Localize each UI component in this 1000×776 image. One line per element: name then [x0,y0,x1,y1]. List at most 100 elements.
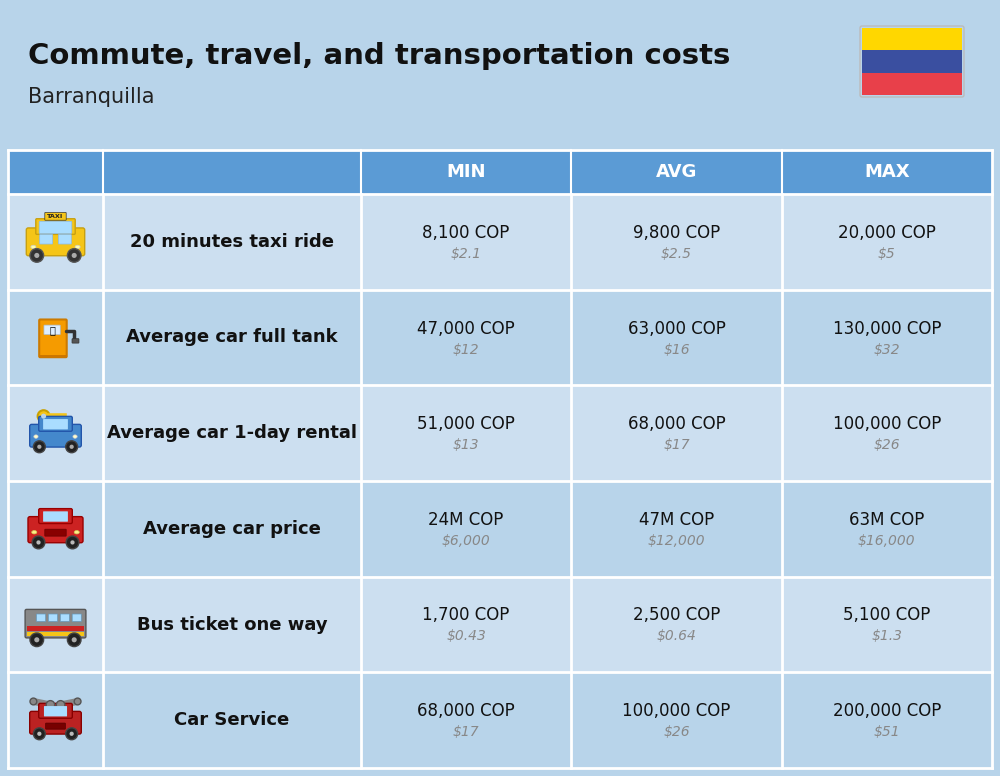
Text: $0.64: $0.64 [657,629,696,643]
Circle shape [56,701,65,709]
Text: MIN: MIN [446,163,486,181]
Text: 💧: 💧 [49,325,55,335]
Circle shape [66,441,78,452]
Text: TAXI: TAXI [47,214,64,219]
Text: $2.1: $2.1 [451,247,482,261]
Ellipse shape [34,435,38,438]
FancyBboxPatch shape [36,614,46,622]
Bar [8,672,992,768]
Text: Average car full tank: Average car full tank [126,328,338,347]
Text: 200,000 COP: 200,000 COP [833,702,941,720]
FancyBboxPatch shape [862,50,962,73]
Circle shape [72,637,77,643]
Circle shape [72,253,77,258]
Text: Car Service: Car Service [174,711,290,729]
Text: AVG: AVG [656,163,697,181]
FancyBboxPatch shape [45,213,66,220]
Ellipse shape [75,245,80,248]
Text: $12,000: $12,000 [648,534,705,548]
FancyBboxPatch shape [43,511,68,521]
Text: $17: $17 [453,725,479,740]
Text: Barranquilla: Barranquilla [28,87,154,107]
Text: Average car 1-day rental: Average car 1-day rental [107,424,357,442]
Text: $51: $51 [874,725,900,740]
Circle shape [70,445,74,449]
Text: 2,500 COP: 2,500 COP [633,607,720,625]
Text: 130,000 COP: 130,000 COP [833,320,941,338]
Circle shape [33,441,45,452]
Bar [27,632,84,636]
Text: $5: $5 [878,247,896,261]
Circle shape [46,701,55,709]
Circle shape [33,728,45,740]
FancyBboxPatch shape [72,338,79,343]
Text: 63,000 COP: 63,000 COP [628,320,725,338]
Circle shape [37,445,41,449]
Ellipse shape [32,531,37,534]
FancyBboxPatch shape [26,228,85,256]
FancyBboxPatch shape [40,234,53,244]
Circle shape [66,536,79,549]
Text: $26: $26 [663,725,690,740]
FancyBboxPatch shape [72,614,81,622]
Text: Average car price: Average car price [143,520,321,538]
Text: 47,000 COP: 47,000 COP [417,320,515,338]
Text: 100,000 COP: 100,000 COP [833,415,941,433]
Text: 5,100 COP: 5,100 COP [843,607,931,625]
FancyBboxPatch shape [46,723,65,729]
Text: 20,000 COP: 20,000 COP [838,223,936,242]
Circle shape [70,732,74,736]
Circle shape [37,732,41,736]
Circle shape [30,248,44,262]
Text: 24M COP: 24M COP [428,511,504,528]
Text: MAX: MAX [864,163,910,181]
Circle shape [38,411,50,422]
Bar [8,386,992,481]
Circle shape [30,698,37,705]
FancyBboxPatch shape [862,28,962,50]
Text: $2.5: $2.5 [661,247,692,261]
Text: $6,000: $6,000 [442,534,491,548]
Circle shape [34,637,39,643]
Text: $16,000: $16,000 [858,534,916,548]
Bar [8,577,992,672]
Bar [38,355,67,358]
Text: 47M COP: 47M COP [639,511,714,528]
Bar [8,194,992,289]
Text: $16: $16 [663,342,690,356]
FancyBboxPatch shape [39,703,72,719]
Ellipse shape [74,531,79,534]
FancyBboxPatch shape [30,424,81,447]
Circle shape [41,414,46,419]
Circle shape [74,698,81,705]
Text: $13: $13 [453,438,479,452]
Ellipse shape [73,435,77,438]
FancyBboxPatch shape [43,419,68,429]
Ellipse shape [31,245,36,248]
Text: $12: $12 [453,342,479,356]
FancyBboxPatch shape [39,417,72,431]
FancyBboxPatch shape [44,706,67,716]
Text: 9,800 COP: 9,800 COP [633,223,720,242]
Text: $1.3: $1.3 [871,629,902,643]
Text: $17: $17 [663,438,690,452]
Text: 20 minutes taxi ride: 20 minutes taxi ride [130,233,334,251]
Circle shape [66,728,78,740]
Text: $32: $32 [874,342,900,356]
FancyBboxPatch shape [39,320,67,357]
Circle shape [36,540,41,545]
FancyBboxPatch shape [36,219,75,234]
Text: Bus ticket one way: Bus ticket one way [137,615,327,633]
FancyBboxPatch shape [48,614,58,622]
FancyBboxPatch shape [39,221,72,234]
FancyBboxPatch shape [39,508,72,524]
Circle shape [30,633,44,646]
FancyBboxPatch shape [862,73,962,95]
FancyBboxPatch shape [44,325,60,334]
Text: $0.43: $0.43 [446,629,486,643]
Bar [8,481,992,577]
FancyBboxPatch shape [28,517,83,542]
Text: $26: $26 [874,438,900,452]
Text: 68,000 COP: 68,000 COP [628,415,725,433]
Circle shape [32,536,45,549]
